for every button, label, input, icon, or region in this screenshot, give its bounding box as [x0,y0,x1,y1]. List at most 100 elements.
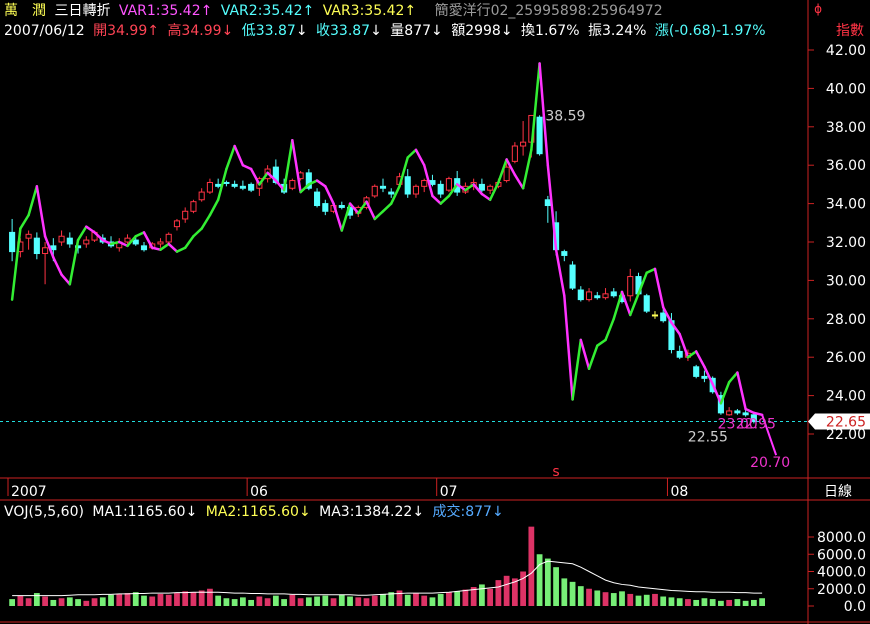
volume-tick-label: 4000.0 [817,565,866,581]
candle-body [83,239,90,245]
candle-body [289,180,296,189]
high-value: 高34.99 [167,23,222,39]
indicator-segment [200,213,212,230]
volume-bar [635,595,642,606]
volume-bar [569,581,576,606]
broker-label: 簡愛洋行02_25995898:25964972 [434,3,663,19]
indicator-segment [554,248,566,298]
indicator-segment [159,242,170,251]
volume-bar [207,588,213,606]
candle-body [231,183,238,187]
candle-body [314,191,321,207]
candle-body [182,210,189,220]
volume-bar [198,590,205,606]
candle-body [544,199,551,207]
volume-tick-label: 6000.0 [817,547,866,563]
volume-bar [231,599,238,606]
candle-body [668,320,675,351]
header-row-1: 萬 潤 三日轉折 VAR1:35.42↑ VAR2:35.42↑ VAR3:35… [4,2,667,20]
candle-body [635,276,642,295]
candle-body [99,237,106,243]
price-tick-label: 24.00 [826,389,866,405]
indicator-segment [579,338,591,370]
volume-bar [561,578,568,606]
candle-body [643,295,650,312]
volume-ma-line [12,560,763,597]
volume-header: VOJ(5,5,60) MA1:1165.60↓ MA2:1165.60↓ MA… [4,503,508,521]
volume-bar [17,595,24,606]
volume-bar [380,593,386,606]
volume-bar [141,595,147,606]
volume-bar [190,592,197,606]
vol-ma1: MA1:1165.60 [92,504,186,520]
time-label: 2007 [11,484,47,500]
candle-body [256,178,263,189]
indicator-segment [340,202,352,232]
time-label: 07 [440,484,458,500]
volume-bar [223,598,230,606]
candle-body [495,181,502,187]
indicator-segment [422,163,434,198]
volume-bar [479,584,485,606]
volume-bar [355,597,362,606]
volume-bar [726,599,733,606]
candle-body [215,183,222,187]
candle-body [561,251,568,256]
candle-body [528,114,535,143]
candle-body [651,314,659,317]
volume-bar [429,597,436,606]
indicator-segment [439,194,451,205]
candle-body [371,185,378,197]
vol-ma2: MA2:1165.60 [205,504,299,520]
candle-body [569,264,576,289]
indicator-segment [93,231,105,242]
vol-indicator-name[interactable]: VOJ(5,5,60) [4,504,84,520]
indicator-segment [661,306,673,324]
down-arrow-icon: ↓ [370,23,382,39]
vol-ma3: MA3:1384.22 [319,504,413,520]
volume-bar [487,588,494,606]
candle-body [503,166,510,182]
candle-body [75,245,82,249]
indicator-name[interactable]: 三日轉折 [54,3,111,19]
indicator-segment [480,192,492,202]
indicator-segment [315,179,327,188]
indicator-segment [365,200,377,221]
volume-bar [83,600,90,606]
volume-bar [660,596,667,606]
candle-body [742,412,749,416]
indicator-segment [142,231,154,250]
price-tick-label: 28.00 [826,312,866,328]
volume-bar [240,597,246,606]
volume-bar [272,595,279,606]
volume-bar [536,554,543,606]
volume-bar [124,593,131,606]
candle-body [487,185,494,191]
down-arrow-icon: ↓ [221,23,234,39]
indicator-segment [497,158,508,184]
indicator-segment [299,183,311,194]
candle-body [379,185,387,189]
indicator-segment [175,246,187,253]
volume-bar [363,598,370,606]
down-arrow-icon: ↓ [412,504,425,520]
candle-body [553,222,560,251]
indicator-segment [727,371,739,384]
index-button[interactable]: 指數 [836,23,864,39]
indicator-segment [373,210,385,221]
indicator-segment [530,62,541,152]
period-label: 日線 [824,484,852,500]
corner-mark-icon[interactable]: ɸ [814,2,822,16]
candle-body [346,206,354,216]
indicator-segment [447,183,459,198]
var1-value: VAR1:35.42 [118,3,201,19]
price-tick-label: 34.00 [826,197,866,213]
volume-bar [305,597,312,606]
indicator-segment [571,338,583,401]
candle-body [602,293,609,299]
indicator-segment [455,183,467,192]
candle-body [462,185,469,193]
candle-body [198,191,205,201]
indicator-segment [348,202,360,215]
low-price-label: 22.55 [688,429,728,445]
